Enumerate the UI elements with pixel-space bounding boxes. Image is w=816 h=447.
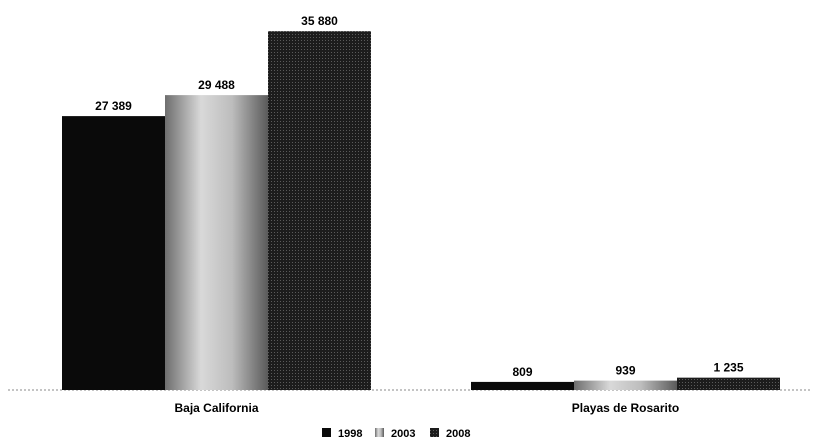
category-labels: Baja California Playas de Rosarito bbox=[174, 401, 679, 415]
bar-playas-de-rosarito-2008 bbox=[677, 377, 780, 390]
value-labels: 27 389 29 488 35 880 809 939 1 235 bbox=[95, 14, 744, 379]
bars bbox=[62, 31, 780, 391]
legend-label-2008: 2008 bbox=[446, 428, 470, 440]
legend: 1998 2003 2008 bbox=[322, 428, 470, 440]
bar-baja-california-1998 bbox=[62, 116, 165, 391]
legend-swatch-1998 bbox=[322, 428, 331, 437]
value-label-baja-california-2008: 35 880 bbox=[301, 14, 338, 28]
bar-baja-california-2003 bbox=[165, 95, 268, 391]
legend-swatch-2008 bbox=[430, 428, 439, 437]
bar-playas-de-rosarito-2003 bbox=[574, 380, 677, 390]
value-label-playas-de-rosarito-2008: 1 235 bbox=[713, 361, 743, 375]
category-label-baja-california: Baja California bbox=[174, 401, 258, 415]
category-label-playas-de-rosarito: Playas de Rosarito bbox=[572, 401, 679, 415]
legend-swatch-2003 bbox=[375, 428, 384, 437]
legend-label-1998: 1998 bbox=[338, 428, 362, 440]
legend-label-2003: 2003 bbox=[391, 428, 415, 440]
bar-playas-de-rosarito-1998 bbox=[471, 381, 574, 390]
value-label-playas-de-rosarito-1998: 809 bbox=[512, 365, 532, 379]
value-label-playas-de-rosarito-2003: 939 bbox=[615, 364, 635, 378]
value-label-baja-california-1998: 27 389 bbox=[95, 99, 132, 113]
bar-baja-california-2008 bbox=[268, 31, 371, 390]
value-label-baja-california-2003: 29 488 bbox=[198, 78, 235, 92]
